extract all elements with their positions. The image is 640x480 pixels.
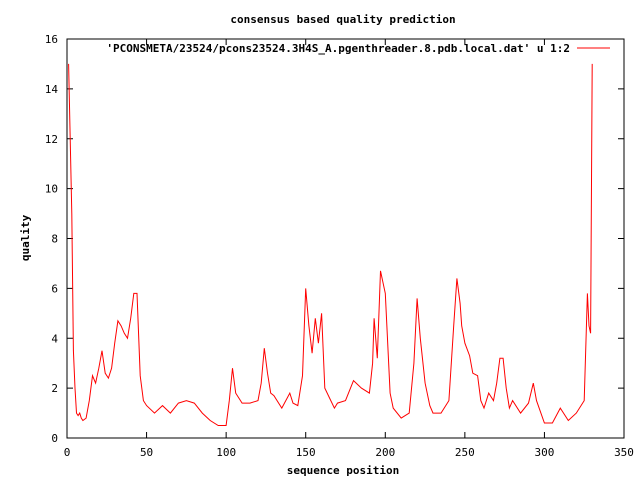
chart-title: consensus based quality prediction	[230, 13, 455, 26]
y-tick-label: 4	[51, 332, 58, 345]
x-tick-label: 50	[140, 446, 153, 459]
y-axis-label: quality	[19, 214, 32, 261]
y-tick-label: 16	[45, 33, 58, 46]
x-tick-label: 100	[216, 446, 236, 459]
y-tick-label: 10	[45, 183, 58, 196]
axis-ticks: 0 50 100 150 200 250 300 350 0 2 4 6 8 10 12 14 16	[45, 33, 634, 459]
x-axis-label: sequence position	[287, 464, 400, 477]
y-tick-label: 8	[51, 233, 58, 246]
x-tick-label: 150	[296, 446, 316, 459]
plot-frame	[66, 38, 625, 439]
series-group	[68, 63, 593, 426]
legend: 'PCONSMETA/23524/pcons23524.3H4S_A.pgent…	[106, 42, 610, 55]
y-tick-label: 14	[45, 83, 59, 96]
y-tick-label: 12	[45, 133, 58, 146]
series-line	[68, 63, 593, 426]
y-tick-label: 6	[51, 282, 58, 295]
x-tick-label: 350	[614, 446, 634, 459]
x-tick-label: 300	[534, 446, 554, 459]
y-tick-label: 2	[51, 382, 58, 395]
legend-label: 'PCONSMETA/23524/pcons23524.3H4S_A.pgent…	[106, 42, 570, 55]
x-tick-label: 200	[375, 446, 395, 459]
y-tick-label: 0	[51, 432, 58, 445]
x-tick-label: 250	[455, 446, 475, 459]
x-tick-label: 0	[64, 446, 71, 459]
